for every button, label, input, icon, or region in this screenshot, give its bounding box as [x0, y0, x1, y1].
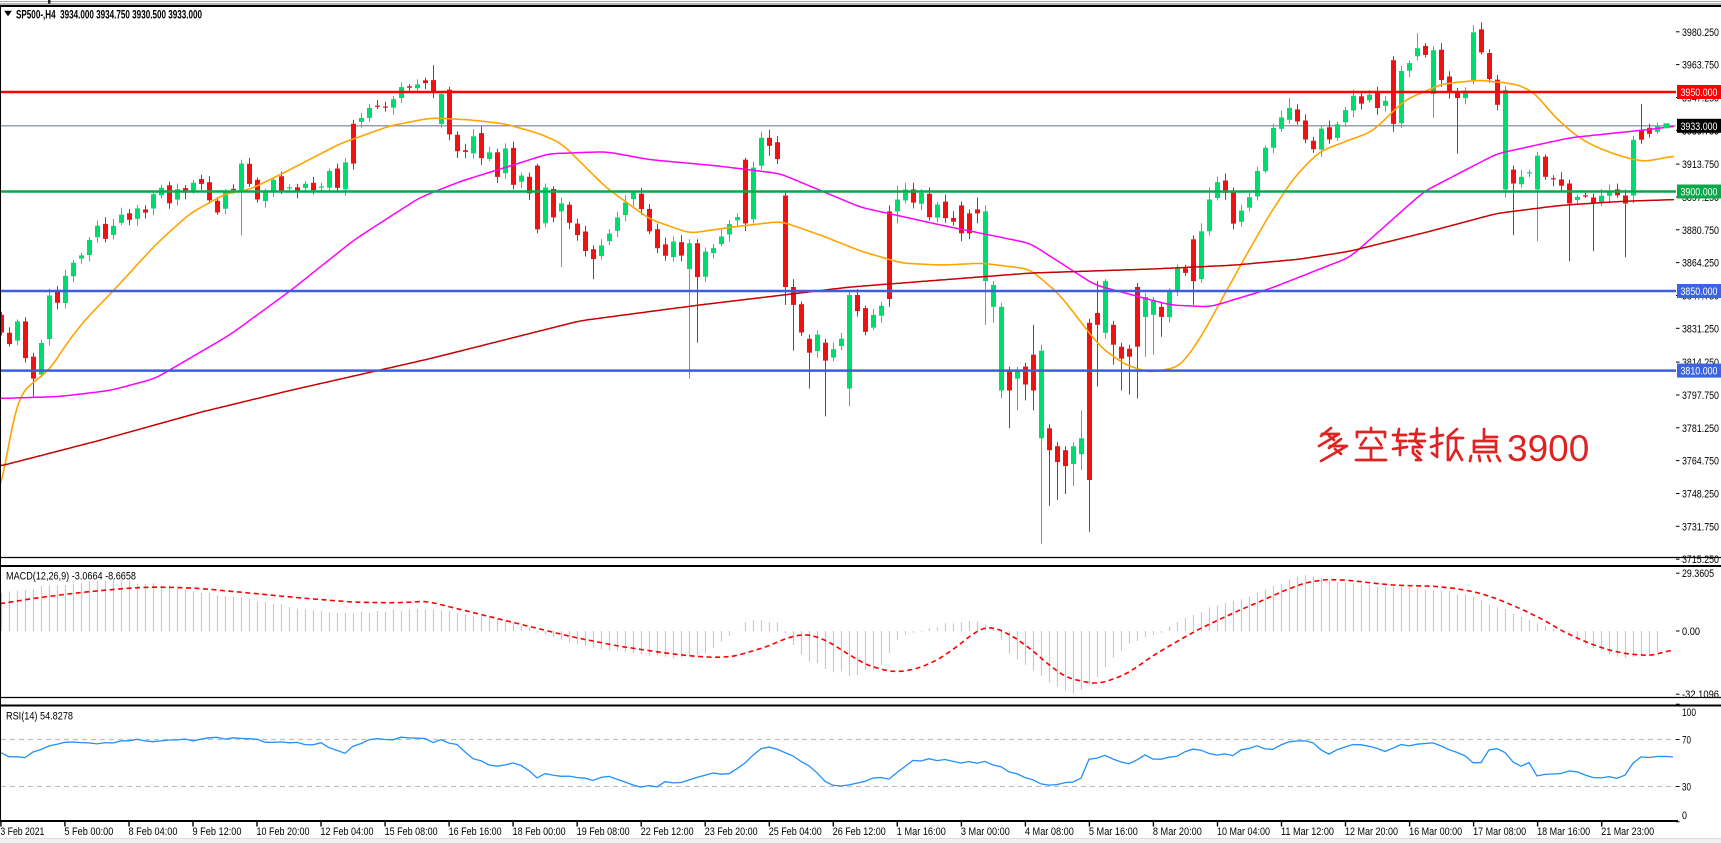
- svg-text:15 Feb 08:00: 15 Feb 08:00: [385, 826, 438, 838]
- svg-text:3731.750: 3731.750: [1682, 521, 1719, 533]
- svg-text:70: 70: [1682, 735, 1691, 747]
- svg-text:8 Mar 20:00: 8 Mar 20:00: [1153, 826, 1202, 838]
- svg-text:10 Feb 20:00: 10 Feb 20:00: [257, 826, 310, 838]
- svg-text:4 Mar 08:00: 4 Mar 08:00: [1025, 826, 1074, 838]
- svg-text:3715.250: 3715.250: [1682, 554, 1719, 566]
- svg-text:26 Feb 12:00: 26 Feb 12:00: [833, 826, 886, 838]
- svg-text:29.3605: 29.3605: [1682, 568, 1714, 580]
- svg-text:25 Feb 04:00: 25 Feb 04:00: [769, 826, 822, 838]
- svg-text:3864.250: 3864.250: [1682, 258, 1719, 270]
- svg-text:11 Mar 12:00: 11 Mar 12:00: [1281, 826, 1334, 838]
- svg-text:3781.250: 3781.250: [1682, 423, 1719, 435]
- svg-text:3831.250: 3831.250: [1682, 323, 1719, 335]
- svg-text:23 Feb 20:00: 23 Feb 20:00: [705, 826, 758, 838]
- svg-text:5 Mar 16:00: 5 Mar 16:00: [1089, 826, 1138, 838]
- svg-text:100: 100: [1682, 707, 1696, 719]
- svg-text:19 Feb 08:00: 19 Feb 08:00: [577, 826, 630, 838]
- svg-text:RSI(14) 54.8278: RSI(14) 54.8278: [6, 711, 73, 723]
- svg-text:3900.000: 3900.000: [1681, 187, 1718, 199]
- svg-text:3950.000: 3950.000: [1681, 87, 1718, 99]
- svg-text:3797.750: 3797.750: [1682, 390, 1719, 402]
- svg-text:30: 30: [1682, 782, 1691, 794]
- svg-text:3 Feb 2021: 3 Feb 2021: [0, 826, 44, 838]
- svg-text:21 Mar 23:00: 21 Mar 23:00: [1601, 826, 1654, 838]
- svg-text:3980.250: 3980.250: [1682, 27, 1719, 39]
- svg-text:17 Mar 08:00: 17 Mar 08:00: [1473, 826, 1526, 838]
- svg-text:12 Mar 20:00: 12 Mar 20:00: [1345, 826, 1398, 838]
- svg-text:18 Mar 16:00: 18 Mar 16:00: [1537, 826, 1590, 838]
- svg-text:16 Mar 00:00: 16 Mar 00:00: [1409, 826, 1462, 838]
- svg-text:0: 0: [1682, 810, 1687, 822]
- svg-text:3880.750: 3880.750: [1682, 225, 1719, 237]
- svg-text:3764.750: 3764.750: [1682, 456, 1719, 468]
- svg-text:3933.000: 3933.000: [1681, 121, 1718, 133]
- svg-text:10 Mar 04:00: 10 Mar 04:00: [1217, 826, 1270, 838]
- svg-text:5 Feb 00:00: 5 Feb 00:00: [64, 826, 113, 838]
- svg-text:8 Feb 04:00: 8 Feb 04:00: [129, 826, 178, 838]
- svg-text:22 Feb 12:00: 22 Feb 12:00: [641, 826, 694, 838]
- svg-text:3900: 3900: [1507, 428, 1589, 469]
- svg-text:SP500-,H4 3934.000 3934.750 3: SP500-,H4 3934.000 3934.750 3930.500 393…: [16, 8, 202, 22]
- svg-text:-32.1096: -32.1096: [1682, 689, 1719, 701]
- svg-text:3850.000: 3850.000: [1681, 286, 1718, 298]
- svg-text:12 Feb 04:00: 12 Feb 04:00: [321, 826, 374, 838]
- svg-text:3810.000: 3810.000: [1681, 366, 1718, 378]
- svg-text:3748.250: 3748.250: [1682, 489, 1719, 501]
- svg-text:MACD(12,26,9) -3.0664 -8.6658: MACD(12,26,9) -3.0664 -8.6658: [6, 571, 136, 583]
- svg-text:0.00: 0.00: [1682, 626, 1700, 638]
- svg-text:1 Mar 16:00: 1 Mar 16:00: [897, 826, 946, 838]
- svg-text:9 Feb 12:00: 9 Feb 12:00: [193, 826, 242, 838]
- svg-text:18 Feb 00:00: 18 Feb 00:00: [513, 826, 566, 838]
- svg-text:3963.750: 3963.750: [1682, 60, 1719, 72]
- svg-text:3 Mar 00:00: 3 Mar 00:00: [961, 826, 1010, 838]
- svg-text:3913.750: 3913.750: [1682, 159, 1719, 171]
- svg-text:16 Feb 16:00: 16 Feb 16:00: [449, 826, 502, 838]
